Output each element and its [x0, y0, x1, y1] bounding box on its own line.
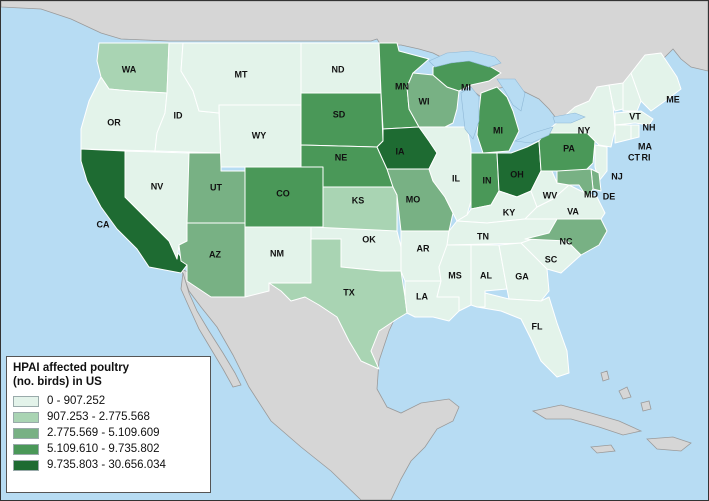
- state-label-ne: NE: [335, 152, 348, 162]
- legend-row: 2.775.569 - 5.109.609: [13, 425, 204, 441]
- state-label-ms: MS: [448, 270, 462, 280]
- lake-michigan: [460, 86, 480, 140]
- state-label-oh: OH: [510, 169, 524, 179]
- state-label-ia: IA: [396, 146, 406, 156]
- state-label-nv: NV: [151, 181, 164, 191]
- legend-rows: 0 - 907.252 907.253 - 2.775.568 2.775.569 …: [13, 393, 204, 473]
- state-label-ks: KS: [352, 195, 365, 205]
- state-label-mn: MN: [395, 81, 409, 91]
- state-FL: [476, 292, 570, 378]
- map-legend: HPAI affected poultry (no. birds) in US …: [6, 356, 211, 493]
- state-label-me: ME: [666, 94, 680, 104]
- state-label-mo: MO: [406, 194, 421, 204]
- state-label-va: VA: [567, 206, 579, 216]
- baja-peninsula: [180, 272, 242, 388]
- lake-superior: [428, 50, 502, 68]
- state-label-ca: CA: [97, 219, 110, 229]
- state-label-ok: OK: [362, 234, 376, 244]
- state-label-wy: WY: [252, 130, 267, 140]
- state-label-md: MD: [584, 189, 598, 199]
- state-label-nj: NJ: [611, 171, 623, 181]
- state-label-wi: WI: [419, 96, 430, 106]
- state-MD: [556, 168, 594, 198]
- legend-row: 907.253 - 2.775.568: [13, 409, 204, 425]
- state-label-mi: MI: [461, 82, 471, 92]
- state-KS: [322, 186, 398, 232]
- state-TX: [268, 238, 408, 370]
- state-label-nd: ND: [332, 64, 345, 74]
- state-label-ma: MA: [638, 141, 652, 151]
- legend-label: 2.775.569 - 5.109.609: [47, 427, 160, 439]
- state-label-vt: VT: [629, 111, 641, 121]
- state-SD: [300, 92, 384, 148]
- jamaica-island: [590, 444, 616, 454]
- state-ME: [630, 52, 682, 112]
- state-label-az: AZ: [209, 249, 221, 259]
- lake-huron: [496, 78, 526, 112]
- state-label-ga: GA: [515, 271, 529, 281]
- legend-title-line-2: (no. birds) in US: [13, 376, 102, 388]
- legend-row: 5.109.610 - 9.735.802: [13, 441, 204, 457]
- state-label-wa: WA: [122, 64, 137, 74]
- state-label-mi: MI: [493, 125, 503, 135]
- bahamas-islands: [600, 370, 652, 412]
- state-label-fl: FL: [532, 321, 543, 331]
- state-label-tx: TX: [343, 287, 355, 297]
- legend-swatch: [13, 427, 39, 439]
- state-RI: [630, 124, 640, 140]
- legend-swatch: [13, 459, 39, 471]
- lake-ontario: [552, 112, 586, 124]
- state-AZ: [178, 222, 246, 298]
- state-label-la: LA: [416, 291, 428, 301]
- lake-erie: [513, 126, 554, 144]
- state-label-nc: NC: [560, 236, 573, 246]
- hispaniola-island: [646, 436, 692, 452]
- states-layer: [80, 42, 682, 378]
- legend-label: 9.735.803 - 30.656.034: [47, 459, 166, 471]
- legend-swatch: [13, 443, 39, 455]
- state-label-tn: TN: [477, 231, 489, 241]
- state-label-id: ID: [174, 110, 184, 120]
- legend-row: 0 - 907.252: [13, 393, 204, 409]
- state-label-al: AL: [480, 270, 492, 280]
- state-NH: [622, 72, 642, 112]
- state-VT: [608, 82, 624, 112]
- state-label-sd: SD: [333, 109, 346, 119]
- state-NC: [524, 218, 608, 256]
- state-CT: [614, 124, 632, 144]
- state-label-or: OR: [107, 117, 121, 127]
- state-label-de: DE: [603, 191, 616, 201]
- state-label-ut: UT: [210, 182, 222, 192]
- legend-label: 0 - 907.252: [47, 395, 106, 407]
- state-label-ny: NY: [578, 125, 591, 135]
- legend-swatch: [13, 411, 39, 423]
- legend-label: 5.109.610 - 9.735.802: [47, 443, 160, 455]
- state-label-nh: NH: [643, 122, 656, 132]
- state-label-nm: NM: [270, 248, 284, 258]
- state-label-wv: WV: [543, 190, 558, 200]
- state-label-ct: CT: [628, 152, 640, 162]
- legend-title: HPAI affected poultry (no. birds) in US: [13, 361, 204, 389]
- state-label-sc: SC: [545, 254, 558, 264]
- state-label-ky: KY: [503, 207, 516, 217]
- state-labels-layer: WA OR CA ID NV AZ UT MT WY CO NM ND SD NE KS OK TX MN IA MO…: [97, 64, 680, 331]
- legend-row: 9.735.803 - 30.656.034: [13, 457, 204, 473]
- legend-label: 907.253 - 2.775.568: [47, 411, 150, 423]
- legend-swatch: [13, 395, 39, 407]
- cuba-island: [531, 404, 643, 436]
- state-label-il: IL: [452, 173, 461, 183]
- state-label-in: IN: [483, 175, 492, 185]
- state-label-co: CO: [276, 188, 290, 198]
- state-label-mt: MT: [235, 69, 248, 79]
- legend-title-line-1: HPAI affected poultry: [13, 362, 130, 374]
- state-label-pa: PA: [563, 143, 575, 153]
- state-label-ri: RI: [642, 152, 651, 162]
- state-label-ar: AR: [417, 243, 430, 253]
